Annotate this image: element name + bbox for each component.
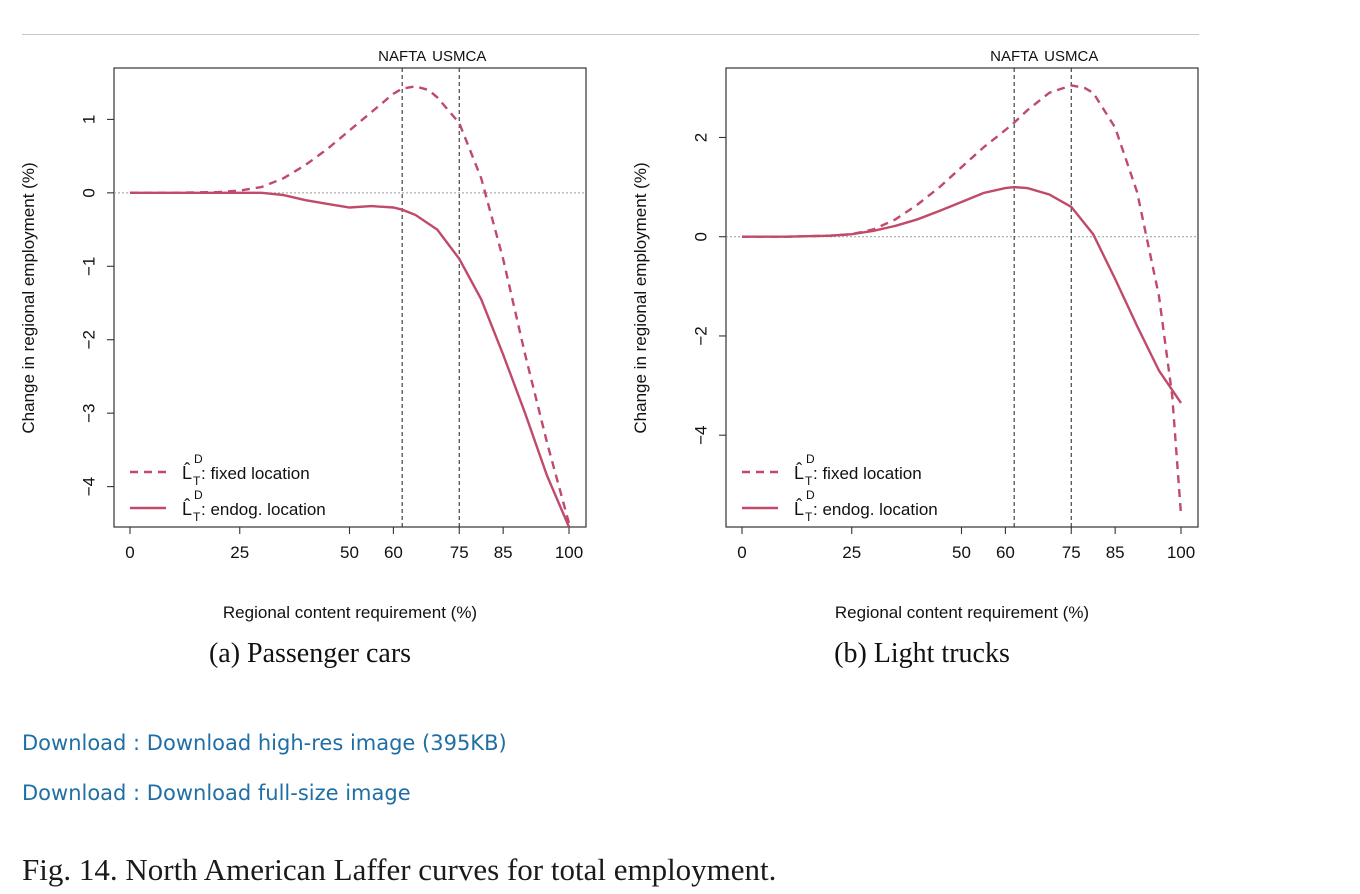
panel-subtitle: (a) Passenger cars [209,638,411,669]
x-axis-label: Regional content requirement (%) [223,603,477,622]
x-tick-label: 0 [737,543,746,562]
figure-caption: Fig. 14. North American Laffer curves fo… [22,852,777,887]
download-highres-link[interactable]: Download : Download high-res image (395K… [22,731,507,755]
vline-label-nafta: NAFTA [378,48,426,65]
y-tick-label: 0 [691,232,710,241]
legend-subscript: T [193,474,201,488]
x-tick-label: 75 [450,543,469,562]
y-tick-label: 1 [79,115,98,124]
vline-label-usmca: USMCA [1044,48,1098,65]
top-divider [22,34,1199,35]
plot-frame [725,67,1199,528]
y-axis-label: Change in regional employment (%) [631,162,650,433]
x-tick-label: 50 [340,543,359,562]
plot-frame [113,67,587,528]
x-tick-label: 85 [1106,543,1125,562]
x-tick-label: 100 [555,543,583,562]
legend-symbol: L̂ [182,498,192,519]
x-tick-label: 100 [1167,543,1195,562]
y-tick-label: 0 [79,188,98,197]
legend-label: : endog. location [201,500,326,519]
y-tick-label: 2 [691,133,710,142]
download-links: Download : Download high-res image (395K… [22,728,507,828]
x-tick-label: 25 [230,543,249,562]
y-tick-label: −1 [79,257,98,276]
legend-symbol: L̂ [794,498,804,519]
y-tick-label: −2 [691,326,710,345]
legend-superscript: D [806,488,815,502]
y-tick-label: −4 [79,477,98,496]
legend-subscript: T [193,510,201,524]
x-tick-label: 75 [1062,543,1081,562]
series-line-dashed [742,84,1183,515]
vline-label-nafta: NAFTA [990,48,1038,65]
legend-symbol: L̂ [182,462,192,483]
x-tick-label: 60 [996,543,1015,562]
legend-superscript: D [806,452,815,466]
x-tick-label: 0 [125,543,134,562]
legend-subscript: T [805,474,813,488]
legend-label: : fixed location [201,464,310,483]
legend-subscript: T [805,510,813,524]
y-tick-label: −3 [79,403,98,422]
y-tick-label: −4 [691,426,710,445]
x-axis-label: Regional content requirement (%) [835,603,1089,622]
x-tick-label: 85 [494,543,513,562]
y-tick-label: −2 [79,330,98,349]
vline-label-usmca: USMCA [432,48,486,65]
legend-symbol: L̂ [794,462,804,483]
legend-label: : fixed location [813,464,922,483]
download-fullsize-link[interactable]: Download : Download full-size image [22,781,411,805]
series-line-dashed [130,85,571,524]
panel-subtitle: (b) Light trucks [834,638,1010,669]
series-line-solid [742,185,1182,404]
x-tick-label: 60 [384,543,403,562]
legend-superscript: D [194,488,203,502]
legend-superscript: D [194,452,203,466]
y-axis-label: Change in regional employment (%) [19,162,38,433]
series-line-solid [130,191,571,528]
x-tick-label: 50 [952,543,971,562]
x-tick-label: 25 [842,543,861,562]
legend-label: : endog. location [813,500,938,519]
